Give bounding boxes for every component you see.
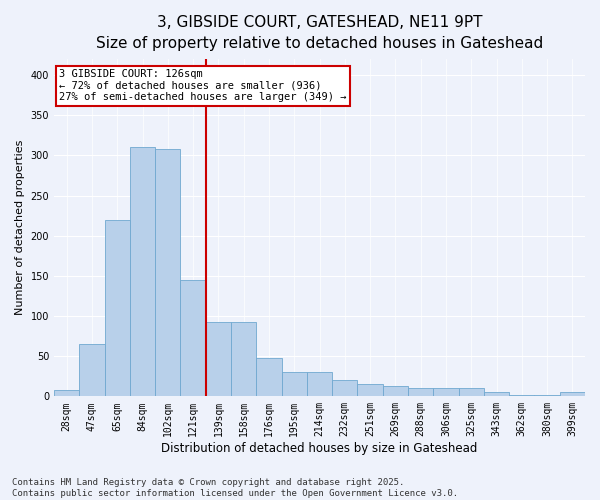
Bar — [433, 388, 458, 396]
Bar — [383, 386, 408, 396]
Text: Contains HM Land Registry data © Crown copyright and database right 2025.
Contai: Contains HM Land Registry data © Crown c… — [12, 478, 458, 498]
Bar — [332, 380, 358, 396]
Bar — [54, 390, 79, 396]
Bar — [79, 344, 104, 397]
Bar — [256, 358, 281, 397]
Bar — [458, 388, 484, 396]
Bar — [535, 394, 560, 396]
Bar — [560, 392, 585, 396]
Bar — [104, 220, 130, 396]
Bar — [206, 322, 231, 396]
Bar — [181, 280, 206, 396]
Bar — [509, 394, 535, 396]
Bar — [408, 388, 433, 396]
Bar — [130, 148, 155, 396]
Y-axis label: Number of detached properties: Number of detached properties — [15, 140, 25, 316]
Bar — [358, 384, 383, 396]
Bar — [307, 372, 332, 396]
Title: 3, GIBSIDE COURT, GATESHEAD, NE11 9PT
Size of property relative to detached hous: 3, GIBSIDE COURT, GATESHEAD, NE11 9PT Si… — [96, 15, 543, 51]
Bar — [281, 372, 307, 396]
Bar — [231, 322, 256, 396]
Text: 3 GIBSIDE COURT: 126sqm
← 72% of detached houses are smaller (936)
27% of semi-d: 3 GIBSIDE COURT: 126sqm ← 72% of detache… — [59, 69, 347, 102]
Bar — [484, 392, 509, 396]
X-axis label: Distribution of detached houses by size in Gateshead: Distribution of detached houses by size … — [161, 442, 478, 455]
Bar — [155, 149, 181, 396]
